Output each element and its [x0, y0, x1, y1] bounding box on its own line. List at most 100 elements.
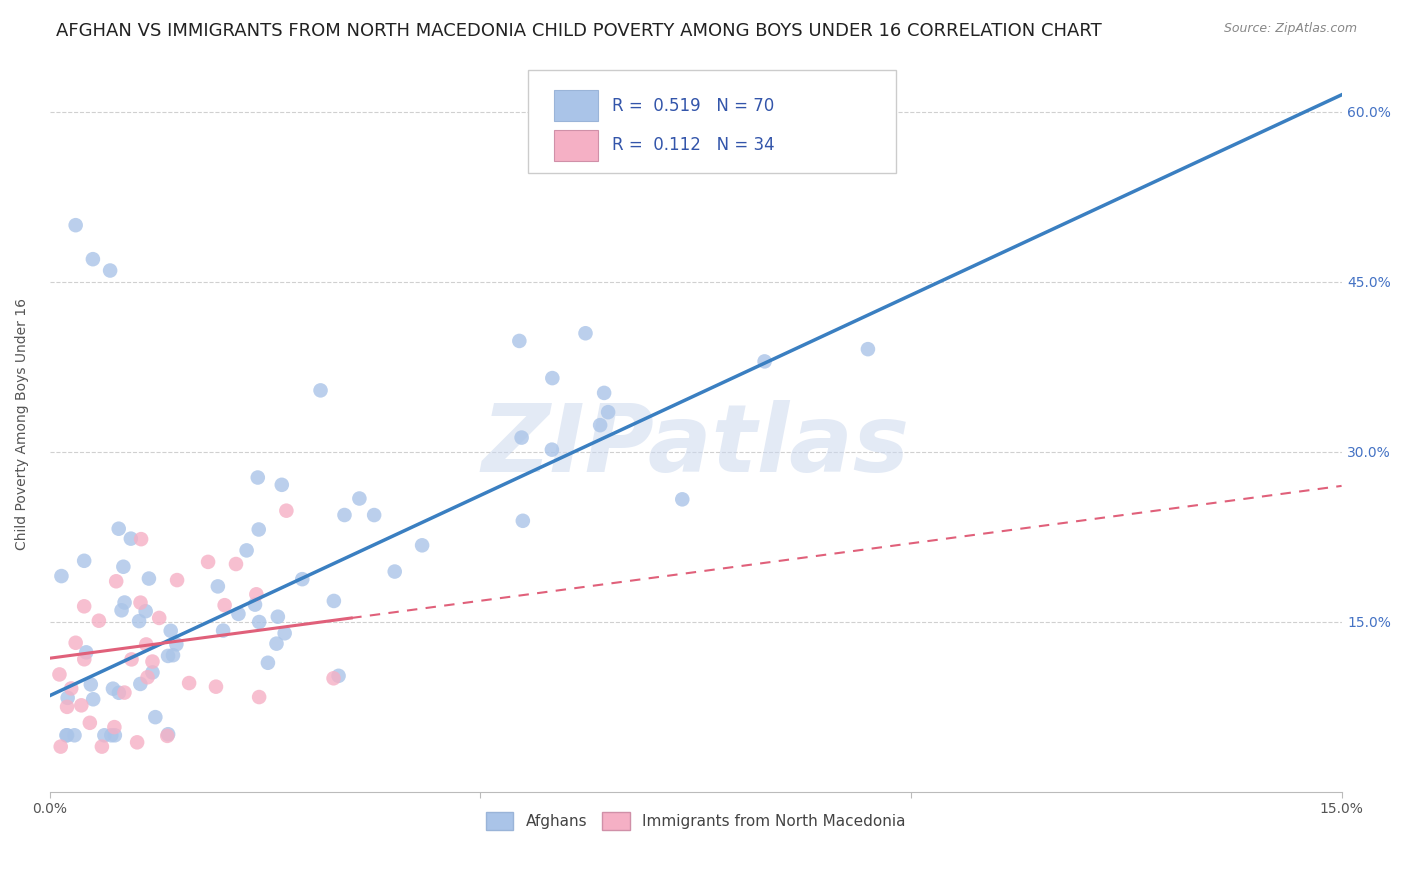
Point — [143, 710, 166, 724]
Point — [322, 594, 344, 608]
Point — [63, 728, 86, 742]
Point — [225, 557, 247, 571]
Text: R =  0.519   N = 70: R = 0.519 N = 70 — [612, 96, 773, 115]
Point — [136, 670, 159, 684]
Point — [55, 728, 77, 742]
Point — [110, 603, 132, 617]
Point — [207, 579, 229, 593]
Point — [245, 587, 267, 601]
Point — [156, 729, 179, 743]
Legend: Afghans, Immigrants from North Macedonia: Afghans, Immigrants from North Macedonia — [479, 806, 911, 836]
Point — [508, 334, 530, 348]
Point — [129, 532, 152, 546]
Text: R =  0.112   N = 34: R = 0.112 N = 34 — [612, 136, 775, 154]
Point — [212, 624, 235, 638]
Point — [56, 699, 79, 714]
Point — [322, 671, 344, 685]
Point — [270, 478, 292, 492]
Point — [73, 599, 96, 614]
Point — [754, 354, 776, 368]
Point — [101, 681, 124, 696]
Point — [90, 739, 112, 754]
Point — [598, 405, 620, 419]
Point — [541, 371, 564, 385]
Point — [267, 609, 290, 624]
Point — [197, 555, 219, 569]
Point — [82, 692, 104, 706]
Point — [93, 728, 115, 742]
Point — [56, 690, 79, 705]
Point — [291, 572, 314, 586]
Point — [228, 607, 250, 621]
Point — [214, 598, 236, 612]
Point — [79, 715, 101, 730]
Point — [165, 637, 187, 651]
Point — [48, 667, 70, 681]
Point — [273, 626, 295, 640]
Point — [157, 648, 180, 663]
Point — [247, 690, 270, 704]
Point — [135, 637, 157, 651]
FancyBboxPatch shape — [527, 70, 896, 173]
Point — [114, 685, 136, 699]
Point — [333, 508, 356, 522]
Point — [141, 665, 163, 680]
Point — [49, 739, 72, 754]
Point — [129, 677, 152, 691]
Point — [177, 676, 200, 690]
Point — [309, 384, 332, 398]
Point — [120, 532, 142, 546]
Point — [247, 523, 270, 537]
Point — [114, 595, 136, 609]
Point — [411, 538, 433, 552]
Point — [266, 637, 288, 651]
Point — [127, 735, 149, 749]
Point — [541, 442, 564, 457]
Point — [73, 652, 96, 666]
Point — [384, 565, 406, 579]
Point — [128, 614, 150, 628]
Point — [257, 656, 280, 670]
Point — [148, 611, 170, 625]
Point — [100, 728, 122, 742]
Point — [349, 491, 371, 506]
Point — [112, 559, 135, 574]
Point — [65, 636, 87, 650]
Point — [98, 263, 121, 277]
Point — [141, 655, 163, 669]
Point — [589, 418, 612, 433]
Point — [51, 569, 73, 583]
Point — [510, 431, 533, 445]
Point — [159, 624, 181, 638]
Point — [162, 648, 184, 663]
Point — [107, 522, 129, 536]
Point — [328, 669, 350, 683]
Point — [103, 720, 125, 734]
Point — [856, 342, 879, 356]
Point — [243, 598, 266, 612]
Point — [574, 326, 596, 341]
Point — [80, 677, 103, 691]
Text: Source: ZipAtlas.com: Source: ZipAtlas.com — [1223, 22, 1357, 36]
Point — [121, 652, 143, 666]
Point — [75, 645, 97, 659]
Point — [512, 514, 534, 528]
Text: ZIPatlas: ZIPatlas — [482, 400, 910, 491]
Point — [87, 614, 110, 628]
Point — [129, 596, 152, 610]
Point — [671, 492, 693, 507]
Point — [65, 218, 87, 232]
Point — [56, 728, 79, 742]
Text: AFGHAN VS IMMIGRANTS FROM NORTH MACEDONIA CHILD POVERTY AMONG BOYS UNDER 16 CORR: AFGHAN VS IMMIGRANTS FROM NORTH MACEDONI… — [56, 22, 1102, 40]
Point — [108, 686, 131, 700]
Point — [157, 727, 180, 741]
Point — [138, 572, 160, 586]
Point — [276, 504, 298, 518]
Point — [82, 252, 104, 267]
Point — [60, 681, 83, 696]
Point — [363, 508, 385, 522]
Point — [246, 470, 269, 484]
Point — [166, 573, 188, 587]
Y-axis label: Child Poverty Among Boys Under 16: Child Poverty Among Boys Under 16 — [15, 298, 30, 549]
Point — [70, 698, 93, 713]
